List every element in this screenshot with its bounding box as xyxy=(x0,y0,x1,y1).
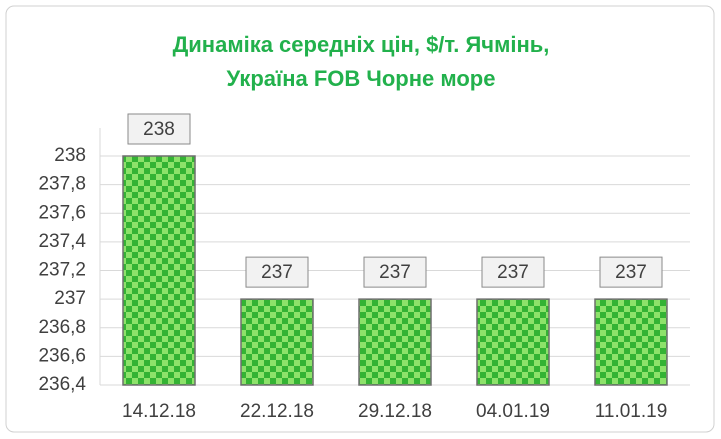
y-tick-label: 237,4 xyxy=(38,231,86,252)
data-label: 238 xyxy=(143,119,175,140)
data-label: 237 xyxy=(261,262,293,283)
x-tick-label: 11.01.19 xyxy=(595,401,668,422)
bar xyxy=(358,298,432,386)
bar xyxy=(594,298,668,386)
y-tick-label: 237,8 xyxy=(38,174,86,195)
y-tick-label: 238 xyxy=(54,145,86,166)
y-tick-label: 236,4 xyxy=(38,374,86,395)
data-label: 237 xyxy=(497,262,529,283)
bar xyxy=(476,298,550,386)
data-label-box xyxy=(481,256,545,288)
data-label-box xyxy=(245,256,309,288)
y-tick-label: 237,6 xyxy=(38,202,86,223)
chart-title: Динаміка середніх цін, $/т. Ячмінь, xyxy=(173,32,550,57)
x-tick-label: 14.12.18 xyxy=(122,401,196,422)
data-label: 237 xyxy=(379,262,411,283)
x-tick-label: 29.12.18 xyxy=(358,401,432,422)
y-tick-label: 237,2 xyxy=(38,260,86,281)
bar xyxy=(122,155,196,386)
y-tick-label: 236,8 xyxy=(38,317,86,338)
y-tick-label: 236,6 xyxy=(38,345,86,366)
data-label: 237 xyxy=(615,262,647,283)
x-tick-label: 04.01.19 xyxy=(476,401,550,422)
data-label-box xyxy=(127,113,191,145)
y-tick-label: 237 xyxy=(54,288,86,309)
bar xyxy=(240,298,314,386)
chart-title: Україна FOB Чорне море xyxy=(227,66,496,91)
data-label-box xyxy=(363,256,427,288)
data-label-box xyxy=(599,256,663,288)
x-tick-label: 22.12.18 xyxy=(240,401,314,422)
